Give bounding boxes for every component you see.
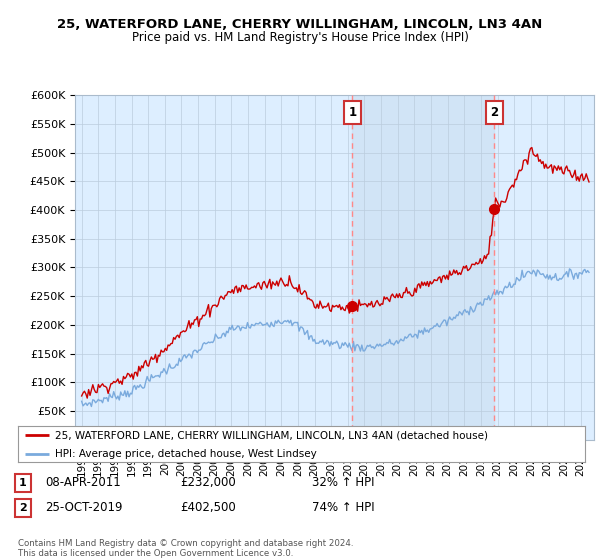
Text: 1: 1 [19,478,26,488]
Text: 1: 1 [348,106,356,119]
Text: 08-APR-2011: 08-APR-2011 [45,476,121,489]
Text: 74% ↑ HPI: 74% ↑ HPI [312,501,374,515]
Text: £402,500: £402,500 [180,501,236,515]
Text: 32% ↑ HPI: 32% ↑ HPI [312,476,374,489]
Text: £232,000: £232,000 [180,476,236,489]
Text: 25-OCT-2019: 25-OCT-2019 [45,501,122,515]
Text: 2: 2 [490,106,499,119]
Text: 25, WATERFORD LANE, CHERRY WILLINGHAM, LINCOLN, LN3 4AN: 25, WATERFORD LANE, CHERRY WILLINGHAM, L… [58,18,542,31]
Text: HPI: Average price, detached house, West Lindsey: HPI: Average price, detached house, West… [55,449,317,459]
Bar [352,95,494,440]
Text: 25, WATERFORD LANE, CHERRY WILLINGHAM, LINCOLN, LN3 4AN (detached house): 25, WATERFORD LANE, CHERRY WILLINGHAM, L… [55,431,488,440]
Text: Contains HM Land Registry data © Crown copyright and database right 2024.
This d: Contains HM Land Registry data © Crown c… [18,539,353,558]
Text: Price paid vs. HM Land Registry's House Price Index (HPI): Price paid vs. HM Land Registry's House … [131,31,469,44]
Text: 2: 2 [19,503,26,513]
